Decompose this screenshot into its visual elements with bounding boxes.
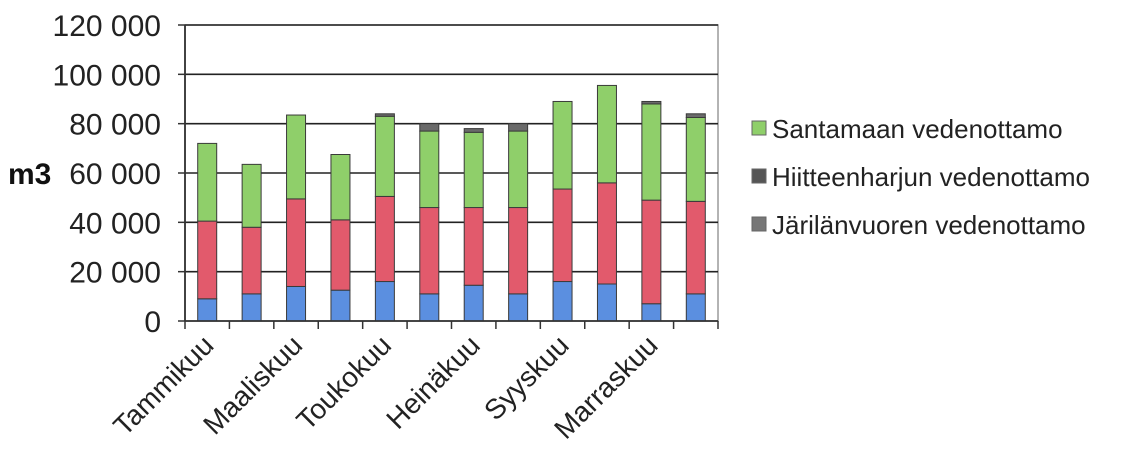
bar-segment	[552, 100, 573, 190]
bar-segment	[241, 293, 262, 322]
bar-segment	[641, 103, 662, 201]
bar-segment	[419, 123, 440, 132]
bar-segment	[508, 130, 529, 209]
y-tick-label: 60 000	[69, 158, 161, 191]
legend-swatch	[751, 216, 767, 232]
bar-segment	[552, 281, 573, 322]
bar-segment	[641, 199, 662, 305]
x-tick-label: Toukokuu	[290, 329, 397, 436]
y-tick-label: 0	[144, 306, 161, 339]
bar-segment	[596, 283, 617, 322]
legend-swatch	[751, 120, 767, 136]
bar-segment	[685, 117, 706, 202]
y-tick-label: 120 000	[53, 10, 161, 43]
bar-segment	[685, 113, 706, 119]
bars	[197, 84, 706, 322]
legend-label: Järilänvuoren vedenottamo	[772, 210, 1086, 240]
legend-swatch	[751, 168, 767, 184]
bar-segment	[197, 298, 218, 322]
y-tick-labels: 0 20 000 40 000 60 000 80 000 100 000 120 000	[53, 10, 161, 339]
bar-segment	[241, 226, 262, 295]
bar-segment	[596, 84, 617, 184]
bar-segment	[419, 293, 440, 322]
legend: Santamaan vedenottamo Hiitteenharjun vede…	[751, 114, 1090, 240]
bar-segment	[197, 142, 218, 222]
bar-segment	[508, 293, 529, 322]
bar-segment	[197, 220, 218, 300]
y-tick-label: 80 000	[69, 109, 161, 142]
bar-segment	[463, 207, 484, 286]
bar-segment	[463, 284, 484, 322]
y-tick-label: 100 000	[53, 59, 161, 92]
bar-segment	[374, 281, 395, 322]
bar-segment	[330, 154, 351, 221]
bar-segment	[463, 128, 484, 133]
bar-segment	[641, 303, 662, 322]
bar-segment	[685, 293, 706, 322]
gridlines	[184, 24, 719, 322]
bar-segment	[330, 289, 351, 322]
bar-segment	[685, 200, 706, 295]
bar-segment	[596, 182, 617, 285]
bar-segment	[374, 195, 395, 283]
y-tick-label: 40 000	[69, 207, 161, 240]
legend-label: Hiitteenharjun vedenottamo	[772, 162, 1090, 192]
bar-segment	[374, 115, 395, 197]
y-tick-label: 20 000	[69, 257, 161, 290]
bar-segment	[419, 130, 440, 209]
bar-segment	[463, 131, 484, 209]
x-tick-label: Heinäkuu	[380, 329, 486, 435]
legend-label: Santamaan vedenottamo	[772, 114, 1063, 144]
bar-segment	[330, 219, 351, 291]
bar-segment	[241, 163, 262, 228]
y-axis-label: m3	[8, 158, 51, 191]
bar-segment	[286, 198, 307, 287]
bar-segment	[419, 207, 440, 295]
bar-segment	[374, 113, 395, 117]
bar-segment	[508, 123, 529, 132]
x-tick-labels: TammikuuMaaliskuuToukokuuHeinäkuuSyyskuu…	[107, 329, 663, 444]
bar-segment	[508, 207, 529, 295]
bar-segment	[641, 100, 662, 105]
bar-segment	[552, 188, 573, 283]
bar-segment	[286, 114, 307, 200]
axes	[178, 24, 719, 329]
bar-segment	[286, 285, 307, 322]
